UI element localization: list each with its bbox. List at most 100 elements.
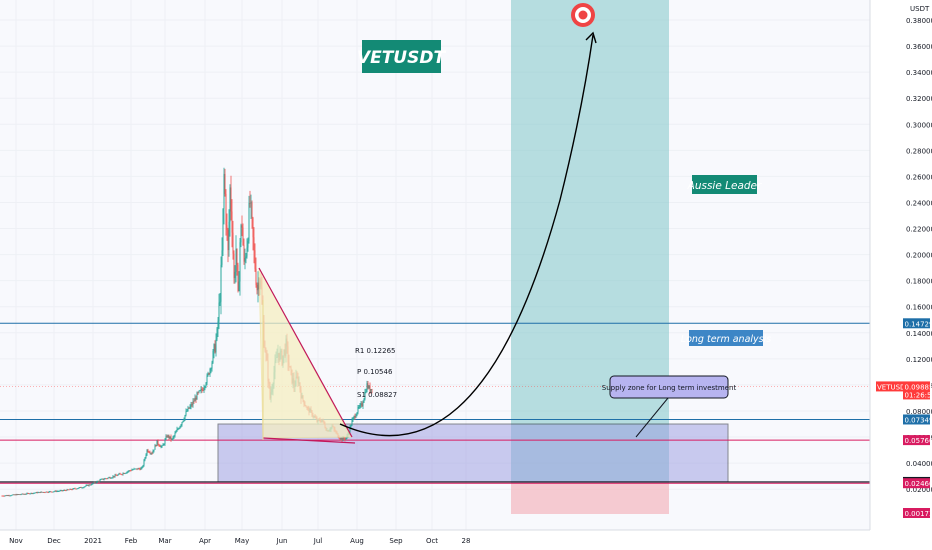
candle-body [125, 472, 127, 474]
candle-body [17, 494, 19, 496]
candle-body [224, 173, 226, 194]
candle-body [107, 477, 109, 479]
candle-body [191, 404, 193, 406]
candle-body [82, 487, 84, 489]
candle-body [202, 390, 204, 392]
long-position-target-zone[interactable] [511, 0, 669, 484]
lowest-price-badge[interactable] [903, 508, 930, 518]
candle-body [15, 494, 17, 496]
candle-body [229, 187, 231, 222]
time-tick-label: Jul [313, 537, 323, 545]
candle-body [183, 419, 185, 421]
current-price-badge[interactable] [903, 381, 930, 400]
time-axis-background [0, 530, 870, 550]
candle-body [126, 471, 128, 473]
time-tick-label: 2021 [84, 537, 102, 545]
candle-body [36, 492, 38, 494]
candle-body [56, 491, 58, 492]
candle-body [71, 489, 73, 491]
candle-body [26, 493, 28, 494]
candle-body [23, 493, 25, 495]
projection-arrow-head [585, 31, 597, 44]
candle-body [234, 271, 236, 279]
candle-body [66, 489, 68, 491]
author-box[interactable] [692, 175, 757, 194]
price-level-badge[interactable] [903, 435, 930, 446]
candle-body [359, 404, 361, 408]
candle-body [362, 402, 364, 407]
candle-body [214, 344, 216, 353]
candle-body [132, 469, 134, 471]
candle-body [173, 435, 175, 438]
candle-body [226, 225, 228, 230]
time-tick-label: May [235, 537, 249, 545]
candle-body [184, 415, 186, 420]
target-icon-center [578, 10, 588, 20]
candle-body [48, 491, 50, 493]
candle-body [109, 477, 111, 479]
title-box[interactable] [362, 40, 441, 73]
triangle-resistance-line[interactable] [258, 267, 353, 438]
price-level-badge[interactable] [903, 318, 930, 329]
candle-body [351, 420, 353, 426]
price-axis-unit: USDT [910, 5, 930, 13]
candle-body [145, 454, 147, 458]
candle-body [120, 473, 122, 475]
candle-body [108, 477, 110, 479]
triangle-support-line[interactable] [262, 437, 356, 444]
candle-body [249, 203, 251, 204]
candle-body [156, 440, 158, 447]
time-tick-label: Feb [125, 537, 138, 545]
time-tick-label: Dec [47, 537, 61, 545]
candle-body [87, 484, 89, 486]
candle-body [246, 247, 248, 257]
candle-body [240, 225, 242, 243]
price-level-badge-label: 0.02460 [905, 480, 932, 488]
candle-body [167, 435, 169, 438]
candle-body [100, 479, 102, 481]
candle-body [29, 493, 31, 495]
candle-body [152, 450, 154, 454]
candle-body [137, 468, 139, 470]
candle-body [58, 491, 60, 492]
long-position-stop-zone[interactable] [511, 483, 669, 514]
price-level-badge[interactable] [903, 414, 930, 425]
candle-body [41, 491, 43, 493]
candle-body [9, 495, 11, 497]
candle-body [96, 481, 98, 483]
candle-body [1, 495, 3, 497]
candle-body [22, 493, 24, 495]
candle-body [46, 491, 48, 493]
time-axis[interactable]: Nov Dec 2021 Feb Mar Apr May Jun Jul Aug Sep Oct 28 [0, 529, 870, 550]
candle-body [60, 490, 62, 492]
candle-body [25, 493, 27, 495]
candle-body [169, 436, 171, 439]
time-tick-label: Mar [158, 537, 171, 545]
candle-body [95, 482, 97, 484]
candle-body [215, 339, 217, 353]
analysis-box[interactable] [689, 330, 763, 346]
candle-body [68, 489, 70, 491]
candle-body [206, 375, 208, 384]
candle-body [366, 383, 368, 392]
supply-callout-label: Supply zone for Long term investment [602, 384, 737, 392]
candle-body [341, 437, 343, 442]
price-level-badge[interactable] [903, 478, 930, 489]
supply-callout-box[interactable] [609, 375, 729, 399]
projection-curve-arrow[interactable] [339, 34, 594, 437]
candle-body [232, 232, 234, 254]
candle-body [147, 449, 149, 452]
candle-body [176, 429, 178, 432]
symbol-badge[interactable] [876, 381, 903, 392]
candle-body [371, 389, 373, 390]
candle-body [340, 437, 342, 440]
